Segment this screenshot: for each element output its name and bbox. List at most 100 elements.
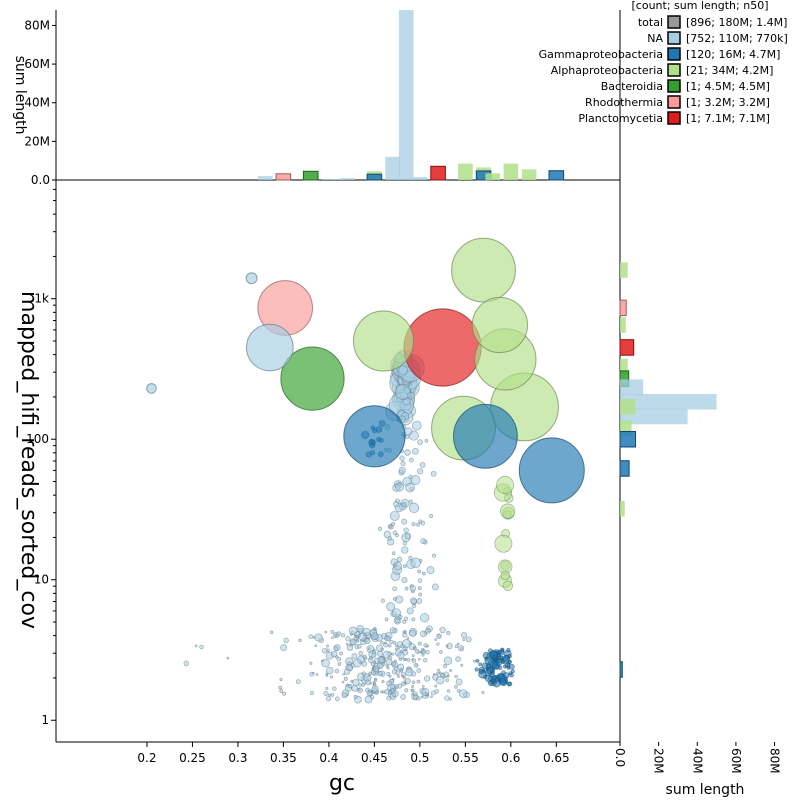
right-hist-bar-7 [620, 394, 717, 410]
point-na-2-188 [443, 664, 447, 668]
point-na-1-108 [391, 608, 402, 618]
legend-swatch-total [667, 15, 681, 29]
point-na-2-148 [386, 671, 391, 676]
point-na-1-84 [417, 439, 423, 445]
point-na-1-58 [406, 607, 414, 615]
point-na-3-3 [194, 644, 198, 648]
point-na-2-344 [373, 660, 377, 664]
point-na-3-8 [278, 685, 283, 690]
point-na-2-179 [439, 626, 446, 634]
point-na-2-79 [434, 684, 438, 688]
x-tick-label-2: 0.3 [228, 751, 247, 765]
point-na-2-238 [330, 650, 338, 658]
point-na-2-174 [309, 661, 313, 665]
point-na-2-253 [372, 680, 376, 684]
point-na-1-100 [398, 466, 406, 474]
point-na-2-250 [341, 692, 348, 699]
point-na-2-138 [446, 689, 451, 693]
point-na-2-239 [430, 690, 436, 696]
point-na-1-14 [416, 522, 421, 527]
point-gammaproteobacteria-4-90 [488, 648, 493, 653]
point-na-2-356 [308, 634, 313, 639]
point-na-2-105 [309, 691, 314, 696]
point-na-1-68 [430, 470, 437, 477]
point-na-2-124 [364, 695, 373, 704]
legend-label-gammaproteobacteria: Gammaproteobacteria [539, 48, 663, 61]
point-na-2-316 [406, 658, 411, 662]
point-na-2-192 [331, 636, 334, 640]
point-gammaproteobacteria-4-80 [487, 660, 494, 666]
point-na-2-114 [279, 677, 283, 682]
x-tick-label-1: 0.25 [179, 751, 206, 765]
point-na-1-57 [392, 530, 398, 536]
main-axis-ticks: 0.2 0.25 0.3 0.35 0.4 0.45 0.5 0.55 0.6 0.65 1 10 10… [26, 179, 570, 765]
legend-stats-alphaproteobacteria: [21; 34M; 4.2M] [686, 64, 773, 77]
point-na-1-73 [391, 521, 396, 526]
point-na-1-48 [411, 420, 422, 431]
point-na-2-309 [436, 642, 440, 646]
point-na-2-327 [370, 632, 379, 640]
point-na-2-312 [435, 675, 445, 685]
main-large-points [146, 237, 585, 504]
point-na-2-318 [323, 690, 329, 696]
point-na-2-169 [413, 646, 416, 649]
point-na-2-101 [334, 634, 338, 637]
point-na-2-333 [438, 671, 442, 675]
point-large-alphaproteobacteria-2 [471, 296, 528, 354]
point-na-2-215 [394, 647, 398, 651]
point-na-2-287 [348, 626, 358, 636]
point-na-2-285 [402, 676, 406, 680]
point-na-2-284 [369, 656, 373, 660]
x-tick-label-8: 0.6 [501, 751, 520, 765]
point-na-2-234 [314, 644, 318, 648]
right-histogram [619, 262, 717, 678]
point-na-2-194 [430, 695, 433, 699]
point-alphaproteobacteria-6-12 [496, 476, 515, 494]
point-na-2-67 [332, 686, 337, 691]
point-na-2-288 [388, 674, 392, 678]
point-na-3-1 [282, 691, 287, 696]
point-na-1-103 [405, 482, 415, 493]
point-na-2-70 [325, 695, 332, 702]
point-na-2-191 [420, 630, 427, 638]
point-na-2-264 [393, 666, 399, 671]
point-na-2-297 [410, 688, 415, 693]
point-na-1-107 [386, 602, 396, 612]
point-na-2-342 [377, 671, 383, 677]
legend-swatch-na [667, 31, 681, 45]
top-hist-bar-5 [339, 178, 355, 180]
legend-header: [count; sum length; n50] [632, 0, 769, 12]
point-na-1-86 [402, 620, 406, 624]
point-na-2-82 [454, 674, 458, 679]
point-na-2-102 [444, 695, 450, 701]
point-na-1-9 [389, 510, 400, 521]
point-gammaproteobacteria-4-89 [484, 669, 492, 677]
point-na-1-91 [404, 532, 412, 540]
point-alphaproteobacteria-6-10 [502, 580, 514, 591]
legend-label-na: NA [647, 32, 663, 45]
point-alphaproteobacteria-6-11 [500, 570, 511, 581]
point-na-2-248 [330, 629, 335, 634]
point-na-1-47 [431, 583, 439, 591]
point-na-2-49 [473, 659, 476, 663]
point-na-1-37 [410, 597, 417, 605]
point-na-2-289 [421, 647, 425, 652]
point-large-planctomycetia-5 [403, 308, 482, 387]
point-na-1-92 [420, 538, 427, 545]
point-na-2-292 [411, 692, 415, 696]
point-na-2-350 [402, 639, 411, 648]
point-na-2-330 [445, 678, 449, 682]
right-hist-bar-1 [619, 299, 627, 317]
x-tick-label-9: 0.65 [543, 751, 570, 765]
point-na-2-343 [410, 671, 417, 677]
point-na-1-15 [399, 455, 405, 461]
top-hist-bar-9 [398, 10, 414, 180]
point-na-1-7 [403, 616, 409, 621]
x-tick-label-7: 0.55 [452, 751, 479, 765]
point-na-1-26 [417, 468, 424, 475]
top-hist-tick-label-4: 80M [24, 18, 50, 32]
point-na-2-170 [333, 646, 339, 652]
point-na-2-47 [340, 633, 346, 638]
point-na-1-34 [401, 518, 408, 525]
point-na-3-2 [324, 630, 328, 634]
